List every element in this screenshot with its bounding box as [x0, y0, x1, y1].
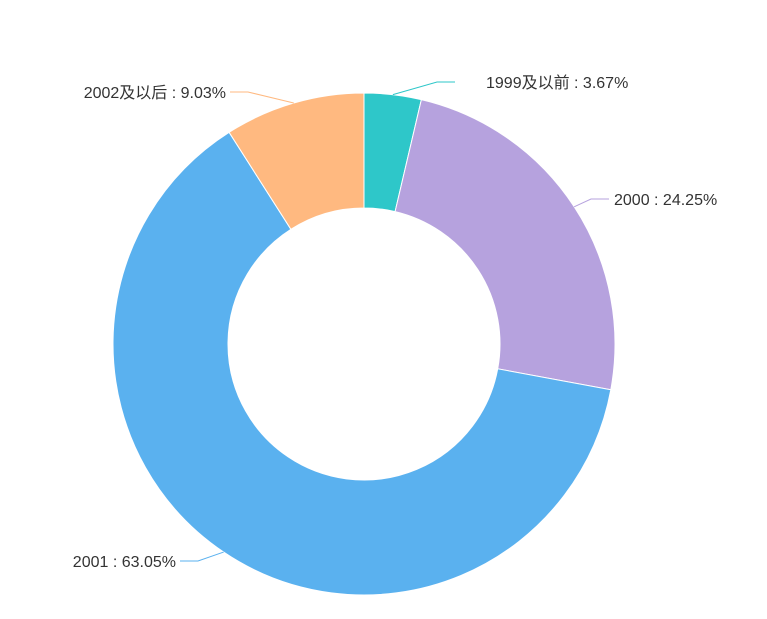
pie-slice-1[interactable]: [394, 99, 616, 391]
slices-layer: [112, 92, 616, 596]
slice-label-3: 2002及以后 : 9.03%: [84, 84, 226, 102]
slice-label-2: 2001 : 63.05%: [73, 554, 176, 571]
leader-line-1: [573, 198, 609, 208]
slice-label-1: 2000 : 24.25%: [614, 192, 717, 209]
pie-slice-2[interactable]: [112, 131, 612, 596]
leader-line-3: [230, 91, 294, 104]
labels-layer: 1999及以前 : 3.67% 2000 : 24.25% 2001 : 63.05…: [73, 74, 717, 571]
pie-slice-3[interactable]: [228, 92, 365, 230]
slice-label-0: 1999及以前 : 3.67%: [486, 74, 628, 92]
leader-line-2: [180, 551, 224, 562]
leader-line-0: [392, 81, 455, 96]
